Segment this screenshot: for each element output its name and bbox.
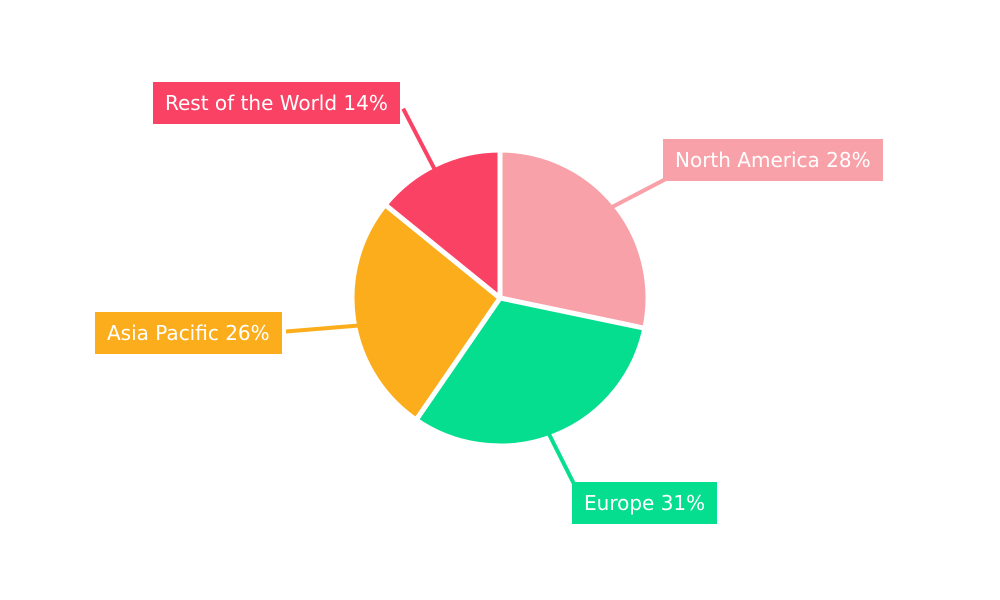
leader-line-rest-of-the-world: [401, 107, 440, 176]
pie-slice-asia-pacific[interactable]: [349, 202, 503, 423]
label-north-america: North America 28%: [663, 139, 883, 181]
leader-line-europe: [544, 428, 580, 493]
leader-line-asia-pacific: [285, 323, 363, 334]
pie-slice-rest-of-the-world[interactable]: [382, 147, 503, 301]
pie-slice-europe[interactable]: [413, 295, 648, 449]
label-europe: Europe 31%: [572, 482, 718, 524]
label-asia-pacific: Asia Pacific 26%: [95, 312, 282, 354]
label-rest-of-the-world: Rest of the World 14%: [153, 82, 400, 124]
leader-line-north-america: [606, 175, 671, 212]
